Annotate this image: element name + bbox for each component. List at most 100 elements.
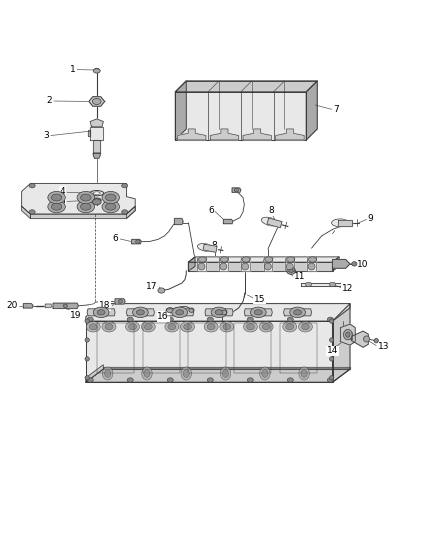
Ellipse shape	[329, 357, 334, 361]
Ellipse shape	[133, 307, 148, 318]
Ellipse shape	[305, 282, 311, 287]
Ellipse shape	[329, 376, 334, 380]
Ellipse shape	[242, 263, 249, 270]
Polygon shape	[93, 140, 100, 153]
Ellipse shape	[29, 210, 35, 214]
Polygon shape	[244, 309, 272, 316]
Ellipse shape	[198, 244, 214, 252]
Ellipse shape	[207, 317, 213, 321]
Text: 19: 19	[70, 311, 81, 320]
Ellipse shape	[301, 369, 307, 377]
Ellipse shape	[346, 332, 350, 337]
Polygon shape	[264, 257, 273, 262]
Polygon shape	[264, 262, 272, 271]
Ellipse shape	[289, 269, 293, 272]
Polygon shape	[86, 321, 332, 382]
Ellipse shape	[126, 321, 140, 332]
Ellipse shape	[122, 183, 128, 188]
Ellipse shape	[223, 324, 231, 330]
Polygon shape	[93, 153, 100, 158]
Ellipse shape	[220, 257, 228, 262]
Ellipse shape	[102, 321, 116, 332]
Ellipse shape	[87, 317, 93, 321]
Polygon shape	[53, 303, 78, 309]
Ellipse shape	[77, 191, 95, 204]
Ellipse shape	[327, 317, 333, 321]
Ellipse shape	[265, 257, 273, 262]
Ellipse shape	[105, 324, 113, 330]
Ellipse shape	[220, 367, 231, 380]
Ellipse shape	[51, 203, 62, 210]
Ellipse shape	[189, 308, 194, 312]
Text: 7: 7	[333, 105, 339, 114]
Polygon shape	[210, 129, 239, 140]
Polygon shape	[188, 262, 332, 271]
Polygon shape	[307, 262, 316, 271]
Polygon shape	[223, 220, 233, 224]
Ellipse shape	[127, 317, 133, 321]
Ellipse shape	[287, 317, 293, 321]
Ellipse shape	[48, 200, 65, 213]
Ellipse shape	[97, 310, 105, 315]
Polygon shape	[132, 239, 141, 244]
Ellipse shape	[343, 329, 352, 340]
Polygon shape	[284, 309, 311, 316]
Polygon shape	[350, 332, 352, 339]
Text: 4: 4	[60, 187, 65, 196]
Ellipse shape	[290, 307, 305, 318]
Ellipse shape	[118, 300, 123, 303]
Polygon shape	[286, 262, 294, 271]
Ellipse shape	[183, 369, 189, 377]
Ellipse shape	[165, 321, 179, 332]
Ellipse shape	[127, 378, 133, 382]
Ellipse shape	[287, 257, 294, 262]
Polygon shape	[203, 244, 217, 252]
Polygon shape	[166, 309, 194, 316]
Text: 16: 16	[157, 312, 169, 321]
Ellipse shape	[259, 321, 273, 332]
Ellipse shape	[262, 369, 268, 377]
Ellipse shape	[299, 367, 309, 380]
Text: 13: 13	[378, 342, 389, 351]
Ellipse shape	[207, 378, 213, 382]
Text: 8: 8	[268, 206, 274, 215]
Polygon shape	[23, 304, 33, 308]
Ellipse shape	[262, 324, 270, 330]
Text: 10: 10	[357, 260, 368, 269]
Polygon shape	[188, 257, 339, 262]
Ellipse shape	[184, 324, 191, 330]
Ellipse shape	[180, 321, 194, 332]
Polygon shape	[90, 127, 103, 140]
Ellipse shape	[364, 336, 370, 342]
Polygon shape	[332, 260, 350, 268]
Polygon shape	[86, 369, 350, 382]
Polygon shape	[276, 129, 304, 140]
Ellipse shape	[223, 369, 229, 377]
Polygon shape	[241, 257, 251, 262]
Ellipse shape	[105, 369, 111, 377]
Ellipse shape	[287, 268, 295, 274]
Ellipse shape	[234, 188, 239, 192]
Text: 6: 6	[113, 233, 119, 243]
Ellipse shape	[63, 304, 67, 308]
Polygon shape	[286, 257, 295, 262]
Ellipse shape	[247, 317, 253, 321]
Ellipse shape	[251, 307, 266, 318]
Text: 6: 6	[208, 206, 214, 215]
Ellipse shape	[167, 317, 173, 321]
Ellipse shape	[102, 200, 120, 213]
Polygon shape	[87, 309, 115, 316]
Ellipse shape	[301, 324, 309, 330]
Ellipse shape	[215, 310, 223, 315]
Ellipse shape	[48, 191, 65, 204]
Polygon shape	[177, 129, 206, 140]
Ellipse shape	[92, 198, 101, 203]
Polygon shape	[89, 96, 105, 106]
Text: 12: 12	[342, 284, 353, 293]
Ellipse shape	[137, 310, 145, 315]
Ellipse shape	[329, 319, 334, 323]
Polygon shape	[127, 206, 135, 219]
Ellipse shape	[141, 321, 155, 332]
Text: 18: 18	[99, 301, 111, 310]
Ellipse shape	[144, 369, 150, 377]
